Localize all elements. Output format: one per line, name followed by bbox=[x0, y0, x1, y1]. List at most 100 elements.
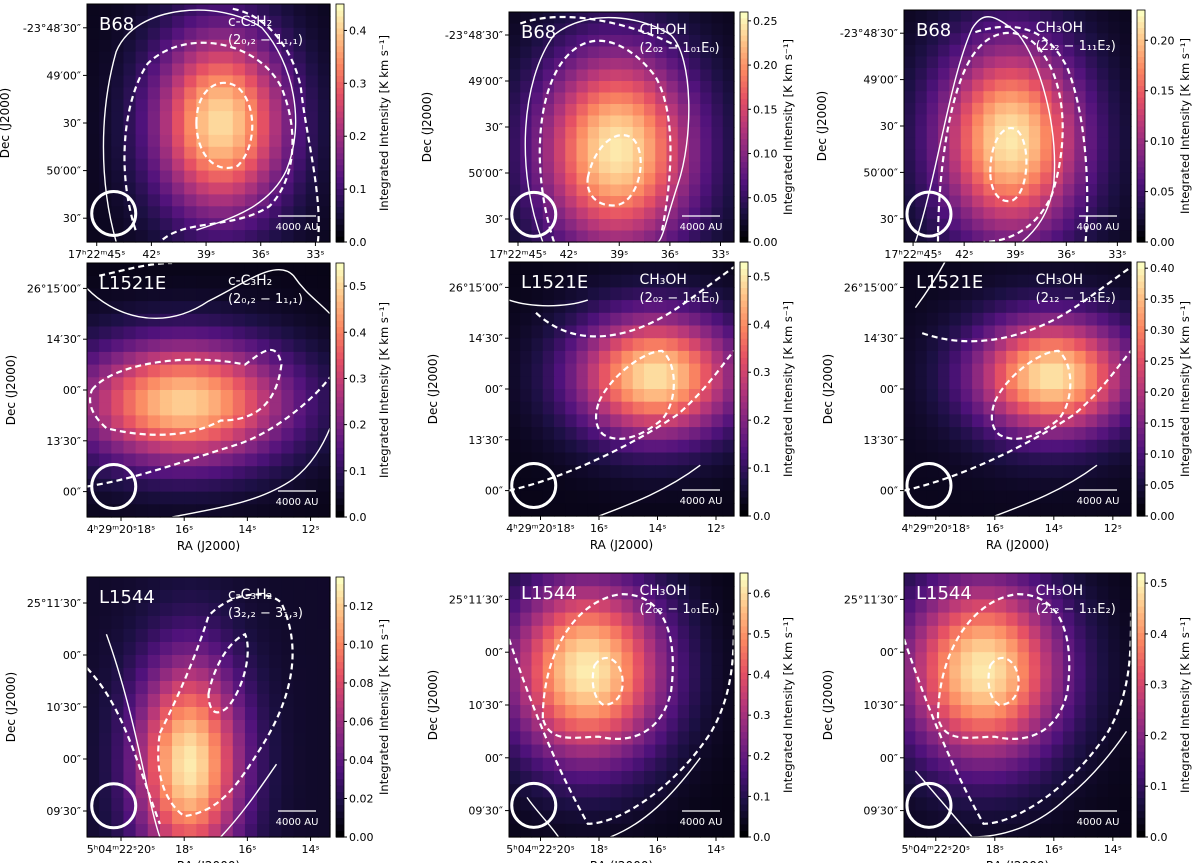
heatmap-cell bbox=[99, 351, 112, 366]
colorbar-segment bbox=[336, 447, 344, 455]
heatmap-cell bbox=[904, 79, 916, 92]
heatmap-cell bbox=[972, 678, 985, 693]
heatmap-cell bbox=[1028, 652, 1041, 666]
heatmap-cell bbox=[983, 465, 996, 479]
heatmap-cell bbox=[232, 504, 246, 518]
heatmap-cell bbox=[994, 10, 1007, 23]
heatmap-cell bbox=[159, 504, 173, 518]
heatmap-cell bbox=[257, 402, 270, 416]
heatmap-cell bbox=[983, 810, 996, 825]
heatmap-cell bbox=[520, 573, 533, 587]
colorbar-segment bbox=[1137, 300, 1145, 308]
heatmap-cell bbox=[700, 127, 713, 140]
heatmap-cell bbox=[244, 616, 258, 630]
colorbar-tick-label: 0.40 bbox=[1150, 262, 1175, 275]
heatmap-cell bbox=[269, 146, 282, 160]
source-label: L1544 bbox=[916, 583, 972, 604]
heatmap-cell bbox=[269, 577, 282, 591]
heatmap-cell bbox=[184, 616, 197, 630]
heatmap-cell bbox=[135, 4, 149, 17]
colorbar-segment bbox=[336, 128, 344, 136]
heatmap-cell bbox=[317, 218, 331, 231]
heatmap-cell bbox=[1108, 771, 1121, 785]
heatmap-cell bbox=[915, 376, 928, 390]
heatmap-cell bbox=[949, 160, 962, 173]
heatmap-cell bbox=[949, 573, 962, 587]
heatmap-cell bbox=[972, 230, 985, 243]
colorbar-segment bbox=[740, 29, 748, 36]
heatmap-cell bbox=[666, 35, 679, 48]
heatmap-cell bbox=[520, 401, 533, 415]
heatmap-cell bbox=[938, 56, 950, 69]
heatmap-cell bbox=[172, 746, 185, 760]
heatmap-cell bbox=[972, 823, 985, 838]
heatmap-cell bbox=[610, 823, 623, 838]
heatmap-cell bbox=[960, 230, 973, 243]
heatmap-cell bbox=[159, 590, 173, 604]
colorbar-segment bbox=[740, 724, 748, 732]
heatmap-cell bbox=[269, 720, 282, 734]
heatmap-cell bbox=[587, 439, 600, 454]
colorbar-segment bbox=[740, 496, 748, 504]
heatmap-cell bbox=[196, 642, 210, 656]
y-axis-label: Dec (J2000) bbox=[426, 354, 440, 424]
heatmap-cell bbox=[111, 590, 125, 604]
heatmap-cell bbox=[244, 681, 258, 695]
heatmap-cell bbox=[666, 771, 679, 785]
heatmap-cell bbox=[938, 338, 950, 352]
heatmap-cell bbox=[599, 665, 611, 680]
heatmap-cell bbox=[123, 39, 137, 53]
heatmap-cell bbox=[983, 823, 996, 838]
heatmap-cell bbox=[689, 46, 701, 59]
heatmap-cell bbox=[305, 668, 319, 682]
heatmap-cell bbox=[1096, 503, 1109, 517]
heatmap-cell bbox=[1051, 691, 1064, 706]
heatmap-cell bbox=[926, 652, 939, 666]
heatmap-cell bbox=[87, 733, 100, 747]
heatmap-cell bbox=[87, 478, 100, 493]
heatmap-cell bbox=[147, 616, 161, 630]
heatmap-cell bbox=[1051, 172, 1064, 185]
heatmap-cell bbox=[1017, 363, 1030, 377]
colorbar-segment bbox=[336, 635, 344, 643]
heatmap-cell bbox=[135, 785, 149, 799]
heatmap-cell bbox=[208, 4, 222, 17]
x-tick-label: 39ˢ bbox=[197, 248, 215, 261]
heatmap-cell bbox=[509, 414, 521, 428]
heatmap-cell bbox=[915, 274, 928, 288]
heatmap-cell bbox=[904, 126, 916, 139]
heatmap-cell bbox=[722, 652, 735, 666]
heatmap-cell bbox=[599, 612, 611, 627]
heatmap-cell bbox=[960, 287, 973, 301]
heatmap-cell bbox=[184, 39, 197, 53]
heatmap-cell bbox=[926, 427, 939, 441]
heatmap-cell bbox=[135, 746, 149, 760]
heatmap-cell bbox=[531, 503, 544, 517]
heatmap-cell bbox=[135, 230, 149, 243]
heatmap-cell bbox=[632, 184, 645, 197]
heatmap-cell bbox=[99, 39, 112, 53]
heatmap-cell bbox=[960, 452, 973, 466]
heatmap-cell bbox=[587, 599, 600, 614]
heatmap-cell bbox=[269, 603, 282, 617]
heatmap-cell bbox=[722, 81, 735, 94]
heatmap-cell bbox=[904, 477, 916, 492]
heatmap-cell bbox=[257, 288, 270, 302]
heatmap-cell bbox=[632, 127, 645, 140]
heatmap-cell bbox=[220, 111, 234, 124]
heatmap-cell bbox=[1096, 102, 1109, 115]
heatmap-cell bbox=[208, 123, 222, 136]
heatmap-cell bbox=[172, 504, 185, 518]
heatmap-cell bbox=[1051, 718, 1064, 732]
heatmap-cell bbox=[1006, 184, 1019, 197]
heatmap-cell bbox=[509, 389, 521, 403]
heatmap-cell bbox=[1085, 325, 1098, 339]
heatmap-cell bbox=[1006, 114, 1019, 127]
heatmap-cell bbox=[711, 23, 724, 36]
colorbar-segment bbox=[336, 824, 344, 832]
heatmap-cell bbox=[554, 389, 566, 403]
heatmap-cell bbox=[542, 35, 555, 48]
heatmap-cell bbox=[159, 263, 173, 277]
colorbar-tick-label: 0.4 bbox=[349, 326, 367, 339]
y-tick-label: 50′00″ bbox=[863, 166, 898, 179]
